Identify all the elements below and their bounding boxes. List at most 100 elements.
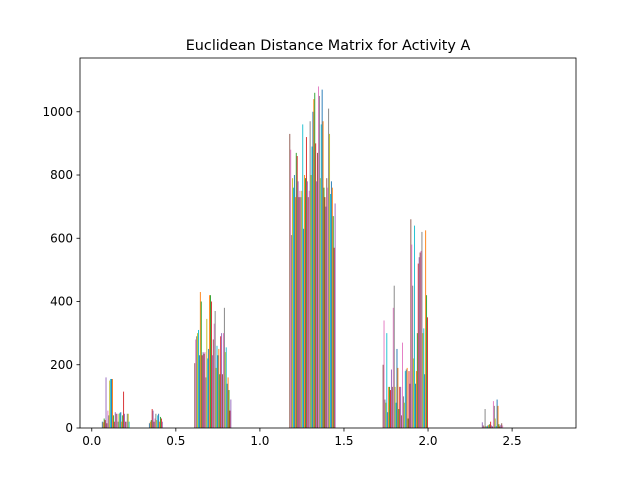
bar	[417, 263, 419, 428]
bar	[501, 423, 503, 428]
bar	[148, 423, 150, 428]
bar	[292, 178, 294, 428]
bar	[424, 374, 426, 428]
bar	[108, 415, 110, 428]
bar	[383, 320, 385, 428]
bar	[319, 178, 321, 428]
bar	[326, 178, 328, 428]
bar	[400, 386, 402, 428]
bar	[498, 424, 500, 428]
bar	[482, 425, 484, 428]
bar	[106, 423, 108, 428]
bar	[213, 323, 215, 428]
bar	[426, 295, 428, 428]
bars-layer	[101, 86, 504, 429]
bar	[296, 156, 298, 428]
bar	[494, 418, 496, 428]
bar	[483, 426, 485, 428]
bar	[223, 307, 225, 428]
bar	[210, 295, 211, 428]
bar	[303, 228, 305, 428]
bar	[298, 197, 300, 428]
bar	[204, 352, 206, 428]
bar	[388, 386, 390, 428]
bar-group-2	[148, 409, 163, 428]
bar	[224, 352, 226, 428]
bar	[300, 197, 302, 428]
bar	[294, 197, 296, 428]
bar	[208, 348, 210, 428]
bar	[412, 285, 414, 428]
bar	[499, 426, 501, 428]
bar	[410, 219, 412, 428]
bar	[391, 386, 393, 428]
bar	[207, 358, 209, 428]
bar	[109, 380, 111, 428]
bar	[310, 175, 312, 428]
bar	[161, 421, 163, 428]
bar	[308, 190, 310, 428]
bar	[382, 364, 384, 428]
bar	[155, 413, 157, 428]
bar	[290, 149, 292, 428]
bar	[158, 413, 160, 428]
bar	[418, 257, 420, 428]
bar	[122, 415, 124, 428]
bar	[101, 421, 103, 428]
bar	[225, 347, 227, 428]
bar	[214, 310, 216, 428]
bar	[385, 402, 387, 428]
y-tick-label: 0	[65, 421, 73, 435]
bar-group-6	[481, 399, 504, 428]
bar	[497, 405, 499, 428]
bar	[396, 348, 398, 428]
bar	[423, 328, 425, 428]
x-tick-label: 2.5	[503, 434, 522, 448]
bar	[195, 339, 197, 428]
bar	[500, 424, 502, 428]
bar	[312, 111, 314, 428]
bar	[313, 99, 315, 429]
bar	[209, 295, 211, 428]
bar	[493, 405, 495, 428]
bar	[330, 193, 331, 428]
bar	[394, 386, 396, 428]
bar	[420, 250, 422, 428]
bar	[126, 413, 128, 428]
bar	[103, 418, 105, 428]
bar	[211, 355, 213, 428]
bar	[406, 367, 408, 428]
bar	[218, 348, 220, 428]
bar	[425, 230, 427, 428]
bar	[323, 187, 325, 428]
bar-group-4	[289, 86, 336, 429]
bar	[305, 137, 307, 428]
bar	[115, 413, 117, 428]
bar	[229, 410, 231, 428]
bar	[125, 421, 127, 428]
bar	[305, 178, 306, 428]
bar	[227, 377, 229, 428]
x-tick-label: 1.0	[250, 434, 269, 448]
bar	[112, 378, 113, 428]
x-tick-label: 2.0	[418, 434, 437, 448]
bar	[492, 401, 494, 428]
bar	[309, 121, 311, 428]
bar	[198, 355, 200, 428]
bar	[487, 425, 489, 428]
bar	[219, 374, 221, 428]
y-tick-label: 800	[50, 168, 73, 182]
bar	[297, 181, 299, 428]
bar	[307, 197, 309, 428]
bar	[328, 108, 330, 428]
bar	[485, 426, 487, 428]
bar	[389, 386, 391, 428]
bar	[104, 420, 106, 428]
bar	[114, 412, 116, 428]
bar	[295, 152, 297, 428]
bar	[387, 412, 389, 428]
bar	[402, 396, 404, 428]
bar	[157, 415, 159, 428]
